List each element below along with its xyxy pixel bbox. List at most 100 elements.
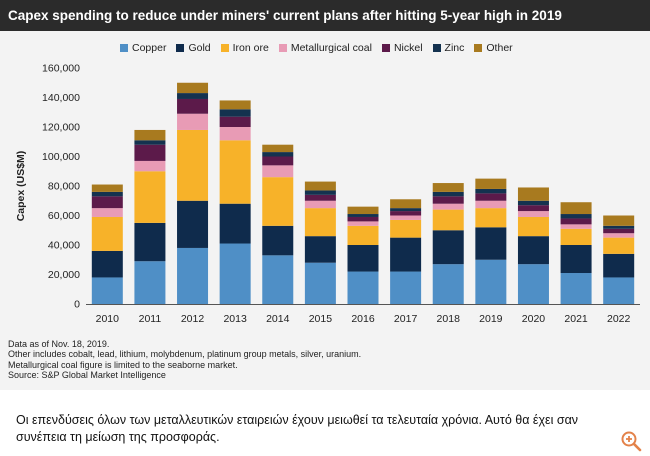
bar-segment	[220, 100, 251, 109]
bar-segment	[262, 255, 293, 304]
y-axis-label: Capex (US$M)	[15, 151, 27, 222]
bar-segment	[177, 248, 208, 304]
bar-segment	[390, 272, 421, 304]
bar-segment	[177, 99, 208, 114]
bar-segment	[134, 145, 165, 161]
bar-segment	[262, 165, 293, 177]
bar-segment	[433, 196, 464, 203]
bar-segment	[475, 227, 506, 259]
bar-segment	[603, 277, 634, 304]
bar-segment	[305, 208, 336, 236]
x-tick-label: 2021	[564, 313, 588, 325]
bar-segment	[475, 193, 506, 200]
bar-segment	[561, 202, 592, 214]
bar-segment	[348, 226, 379, 245]
bar-segment	[390, 220, 421, 238]
x-tick-label: 2020	[522, 313, 546, 325]
bar-segment	[348, 214, 379, 217]
bar-segment	[305, 182, 336, 191]
bar-segment	[220, 244, 251, 304]
y-tick-label: 20,000	[48, 269, 80, 281]
y-tick-label: 80,000	[48, 181, 80, 193]
bar-segment	[561, 245, 592, 273]
bar-segment	[433, 210, 464, 231]
bar-segment	[390, 238, 421, 272]
x-tick-label: 2014	[266, 313, 290, 325]
bar-segment	[348, 245, 379, 272]
bar-segment	[134, 261, 165, 304]
bar-segment	[603, 229, 634, 233]
bar-segment	[348, 207, 379, 214]
bar-segment	[433, 192, 464, 196]
bar-segment	[390, 199, 421, 208]
bar-segment	[177, 93, 208, 99]
x-tick-label: 2012	[181, 313, 205, 325]
bar-segment	[177, 201, 208, 248]
bar-segment	[561, 229, 592, 245]
bar-segment	[475, 189, 506, 193]
y-tick-label: 160,000	[42, 63, 80, 75]
bar-segment	[603, 216, 634, 226]
y-tick-label: 40,000	[48, 240, 80, 252]
bar-segment	[220, 140, 251, 203]
bar-segment	[92, 251, 123, 278]
bar-segment	[518, 205, 549, 211]
bar-segment	[92, 208, 123, 217]
bar-segment	[92, 185, 123, 192]
bar-segment	[305, 201, 336, 208]
chart-notes: Data as of Nov. 18, 2019. Other includes …	[8, 339, 361, 381]
zoom-in-icon[interactable]	[620, 430, 642, 452]
bar-segment	[92, 196, 123, 208]
bar-segment	[390, 208, 421, 211]
stacked-bar-chart: 020,00040,00060,00080,000100,000120,0001…	[0, 0, 650, 390]
bar-segment	[475, 260, 506, 304]
bar-segment	[305, 195, 336, 201]
bar-segment	[177, 130, 208, 201]
bar-segment	[134, 223, 165, 261]
bar-segment	[262, 152, 293, 156]
x-tick-label: 2011	[139, 313, 162, 325]
bar-segment	[305, 263, 336, 304]
bar-segment	[603, 254, 634, 278]
bar-segment	[220, 117, 251, 127]
bar-segment	[390, 216, 421, 220]
note-line: Metallurgical coal figure is limited to …	[8, 360, 361, 370]
bar-segment	[561, 214, 592, 218]
bar-segment	[262, 145, 293, 152]
bar-segment	[262, 177, 293, 226]
x-tick-label: 2015	[309, 313, 333, 325]
bar-segment	[518, 236, 549, 264]
bar-segment	[177, 83, 208, 93]
article-caption: Οι επενδύσεις όλων των μεταλλευτικών ετα…	[16, 412, 616, 446]
bar-segment	[134, 171, 165, 223]
bar-segment	[177, 114, 208, 130]
x-tick-label: 2017	[394, 313, 418, 325]
bar-segment	[92, 217, 123, 251]
x-tick-label: 2019	[479, 313, 503, 325]
bar-segment	[518, 217, 549, 236]
bar-segment	[433, 204, 464, 210]
x-tick-label: 2018	[437, 313, 461, 325]
bar-segment	[134, 140, 165, 144]
y-tick-label: 120,000	[42, 122, 80, 134]
bar-segment	[475, 208, 506, 227]
bar-segment	[561, 218, 592, 224]
bar-segment	[561, 273, 592, 304]
bar-segment	[305, 190, 336, 194]
bar-segment	[603, 233, 634, 237]
bar-segment	[475, 201, 506, 208]
bar-segment	[220, 204, 251, 244]
bar-segment	[92, 192, 123, 196]
bar-segment	[433, 230, 464, 264]
bar-segment	[518, 211, 549, 217]
bar-segment	[518, 264, 549, 304]
bar-segment	[518, 201, 549, 205]
bar-segment	[603, 238, 634, 254]
note-line: Data as of Nov. 18, 2019.	[8, 339, 361, 349]
bar-segment	[603, 226, 634, 229]
bar-segment	[348, 272, 379, 304]
bar-segment	[134, 130, 165, 140]
bar-segment	[348, 217, 379, 221]
x-tick-label: 2016	[351, 313, 375, 325]
bar-segment	[518, 187, 549, 200]
